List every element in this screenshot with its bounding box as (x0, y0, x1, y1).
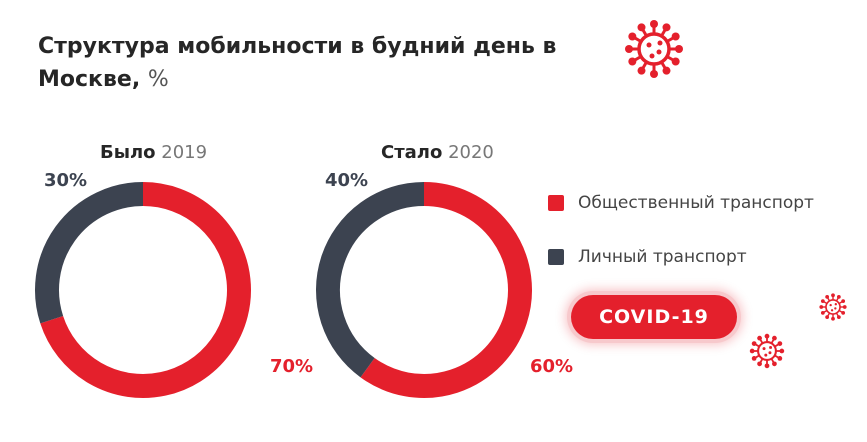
virus-icon (749, 333, 785, 369)
legend-item-public: Общественный транспорт (548, 188, 814, 218)
chart-1-slice-private (35, 182, 144, 324)
chart-2-heading: Стало 2020 (381, 142, 494, 163)
legend-swatch-private (548, 249, 564, 265)
legend: Общественный транспорт Личный транспорт (548, 188, 814, 296)
chart-2-subtitle: 2020 (448, 142, 494, 163)
chart-1-label-public: 70% (270, 356, 313, 377)
title-text: Структура мобильности в будний день в Мо… (38, 34, 557, 92)
chart-1-slice-public (40, 182, 251, 398)
virus-icon (625, 20, 683, 78)
chart-2-slice-public (360, 182, 532, 398)
chart-1-subtitle: 2019 (161, 142, 208, 163)
chart-2-label-private: 40% (325, 170, 368, 191)
legend-swatch-public (548, 195, 564, 211)
chart-2-title: Стало (381, 142, 443, 163)
covid-badge: COVID-19 (571, 295, 737, 339)
virus-icon (819, 293, 847, 321)
legend-item-private: Личный транспорт (548, 242, 814, 272)
legend-label-private: Личный транспорт (578, 247, 747, 267)
title-unit: % (147, 67, 169, 92)
chart-title: Структура мобильности в будний день в Мо… (38, 30, 558, 96)
chart-2-slice-private (316, 182, 425, 378)
chart-1-title: Было (100, 142, 156, 163)
chart-1-label-private: 30% (44, 170, 87, 191)
legend-label-public: Общественный транспорт (578, 193, 814, 213)
chart-1-heading: Было 2019 (100, 142, 207, 163)
chart-2-label-public: 60% (530, 356, 573, 377)
